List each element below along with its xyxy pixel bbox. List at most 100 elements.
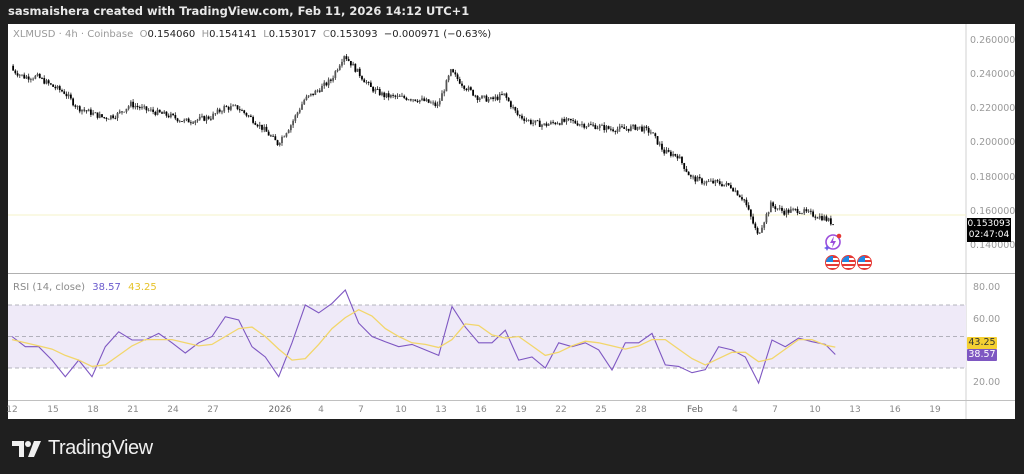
candle-body: [214, 113, 217, 115]
candle-body: [276, 140, 279, 146]
candle-body: [325, 82, 328, 86]
candle-body: [52, 84, 55, 87]
us-flag-icon[interactable]: [857, 255, 872, 270]
candle-body: [107, 118, 110, 120]
candle-body: [83, 109, 86, 111]
candle-body: [232, 105, 235, 107]
candle-body: [434, 102, 437, 106]
candle-body: [149, 109, 152, 111]
logo-text: TradingView: [48, 437, 153, 459]
time-tick: 13: [435, 405, 447, 415]
candle-body: [136, 105, 139, 108]
candle-body: [672, 154, 674, 156]
candle-body: [189, 122, 192, 124]
candle-body: [603, 125, 606, 131]
time-tick: 2026: [268, 405, 292, 415]
candle-body: [367, 82, 370, 83]
candle-body: [552, 121, 554, 123]
candle-body: [454, 72, 457, 75]
candle-body: [727, 183, 730, 186]
candle-body: [414, 99, 417, 101]
tradingview-logo[interactable]: TradingView: [12, 437, 153, 460]
us-flag-icon[interactable]: [825, 255, 840, 270]
candle-body: [754, 223, 757, 228]
candle-body: [676, 155, 679, 159]
candle-body: [607, 126, 610, 129]
candle-body: [416, 100, 419, 102]
candle-body: [27, 76, 30, 80]
time-tick: 4: [318, 405, 324, 415]
candle-body: [643, 126, 646, 132]
candle-body: [345, 56, 348, 60]
rsi-label: RSI (14, close): [13, 282, 86, 293]
time-tick: 28: [635, 405, 647, 415]
candle-body: [561, 118, 563, 125]
candle-body: [172, 113, 175, 116]
candle-body: [667, 150, 670, 152]
rsi-group: [11, 289, 836, 385]
candle-body: [16, 73, 19, 76]
candle-body: [665, 150, 668, 154]
rsi-tick: 20.00: [973, 377, 1001, 388]
candle-body: [525, 120, 528, 122]
candle-body: [681, 156, 683, 164]
candle-body: [98, 114, 101, 118]
candle-body: [729, 185, 732, 189]
candle-body: [278, 143, 281, 146]
candle-body: [567, 118, 570, 120]
time-tick: 19: [515, 405, 527, 415]
candle-body: [476, 95, 479, 101]
candle-body: [698, 176, 701, 179]
candle-body: [578, 124, 581, 126]
candle-body: [618, 126, 621, 130]
candle-body: [96, 112, 99, 118]
candle-body: [61, 89, 63, 92]
candle-body: [67, 94, 70, 97]
candle-body: [745, 199, 748, 206]
candle-body: [154, 111, 157, 115]
candle-body: [167, 115, 170, 118]
price-tick: 0.220000: [970, 103, 1016, 114]
candle-body: [534, 120, 537, 123]
candle-body: [563, 118, 566, 122]
lightning-bolt-icon[interactable]: [823, 232, 842, 251]
candle-body: [105, 117, 108, 119]
us-flag-icon[interactable]: [841, 255, 856, 270]
candle-body: [309, 93, 312, 96]
symbol: XLMUSD: [13, 29, 56, 40]
candle-body: [574, 120, 577, 124]
close-prefix: C: [322, 29, 330, 40]
candle-body: [365, 82, 368, 83]
candle-body: [223, 106, 226, 112]
candle-body: [616, 129, 619, 132]
candle-body: [369, 82, 372, 87]
candle-body: [78, 106, 81, 112]
time-tick: 24: [167, 405, 179, 415]
candle-body: [92, 112, 95, 115]
candle-body: [732, 188, 734, 192]
candle-body: [258, 124, 261, 127]
candle-body: [556, 123, 559, 125]
rsi-badge: 38.57: [967, 349, 997, 361]
candle-body: [23, 74, 26, 79]
candle-body: [156, 109, 159, 115]
candle-body: [401, 95, 403, 97]
candle-body: [287, 130, 290, 134]
candle-body: [465, 88, 468, 91]
candle-body: [254, 122, 257, 125]
candle-body: [374, 88, 377, 92]
candle-body: [203, 116, 206, 121]
candle-body: [769, 202, 772, 213]
candle-body: [247, 115, 250, 117]
candle-body: [147, 110, 150, 111]
candle-body: [29, 79, 32, 80]
candle-body: [761, 227, 763, 233]
rsi-legend[interactable]: RSI (14, close) 38.57 43.25: [13, 282, 157, 293]
candle-body: [743, 199, 746, 201]
candle-body: [709, 180, 712, 182]
symbol-legend[interactable]: XLMUSD · 4h · Coinbase O0.154060 H0.1541…: [13, 29, 492, 40]
tradingview-logo-icon: [12, 440, 41, 457]
time-tick: 18: [87, 405, 99, 415]
candle-body: [403, 95, 406, 98]
